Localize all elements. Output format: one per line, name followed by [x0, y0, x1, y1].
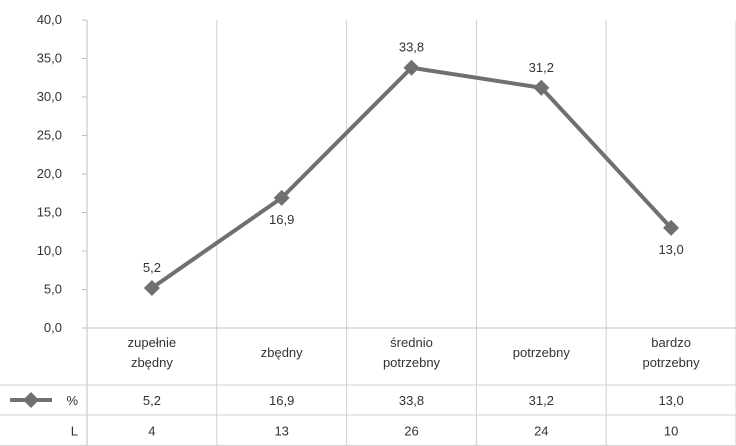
x-axis-categories: zupełnie zbędny zbędny średnio potrzebny potr…: [128, 335, 700, 370]
data-labels: 5,2 16,9 33,8 31,2 13,0: [143, 40, 684, 275]
y-tick-label: 10,0: [37, 243, 62, 258]
table-cell: 5,2: [143, 393, 161, 408]
x-category-label: potrzebny: [643, 355, 701, 370]
y-tick-label: 25,0: [37, 128, 62, 143]
data-table: % 5,2 16,9 33,8 31,2 13,0 L 4 13 26 24 10: [10, 392, 684, 439]
y-axis-ticks: 0,0 5,0 10,0 15,0 20,0 25,0 30,0 35,0 40,0: [37, 12, 62, 335]
table-cell: 16,9: [269, 393, 294, 408]
y-tick-label: 0,0: [44, 320, 62, 335]
legend-marker: [23, 392, 39, 408]
x-category-label: potrzebny: [513, 345, 571, 360]
data-label: 31,2: [529, 60, 554, 75]
table-cell: 13: [274, 424, 288, 439]
x-category-label: zupełnie: [128, 335, 176, 350]
y-tick-label: 20,0: [37, 166, 62, 181]
table-cell: 26: [404, 424, 418, 439]
y-tick-label: 40,0: [37, 12, 62, 27]
data-label: 5,2: [143, 260, 161, 275]
x-category-label: zbędny: [261, 345, 303, 360]
table-row-label: L: [71, 424, 78, 439]
y-tick-label: 15,0: [37, 205, 62, 220]
x-category-label: potrzebny: [383, 355, 441, 370]
x-category-label: bardzo: [651, 335, 691, 350]
x-category-label: średnio: [390, 335, 433, 350]
data-point-marker: [403, 59, 420, 76]
x-category-label: zbędny: [131, 355, 173, 370]
y-tick-label: 5,0: [44, 282, 62, 297]
table-row-label: %: [66, 393, 78, 408]
table-cell: 4: [148, 424, 155, 439]
data-point-marker: [533, 79, 550, 96]
table-cell: 13,0: [658, 393, 683, 408]
data-label: 16,9: [269, 212, 294, 227]
data-point-marker: [663, 219, 680, 236]
table-cell: 24: [534, 424, 548, 439]
y-tick-label: 35,0: [37, 51, 62, 66]
data-point-marker: [273, 189, 290, 206]
series-layer: [143, 59, 680, 296]
table-cell: 10: [664, 424, 678, 439]
data-point-marker: [143, 279, 160, 296]
data-label: 13,0: [658, 242, 683, 257]
data-label: 33,8: [399, 40, 424, 55]
table-cell: 33,8: [399, 393, 424, 408]
series-line: [150, 65, 673, 290]
y-tick-label: 30,0: [37, 89, 62, 104]
grid-layer: [0, 19, 736, 446]
table-cell: 31,2: [529, 393, 554, 408]
